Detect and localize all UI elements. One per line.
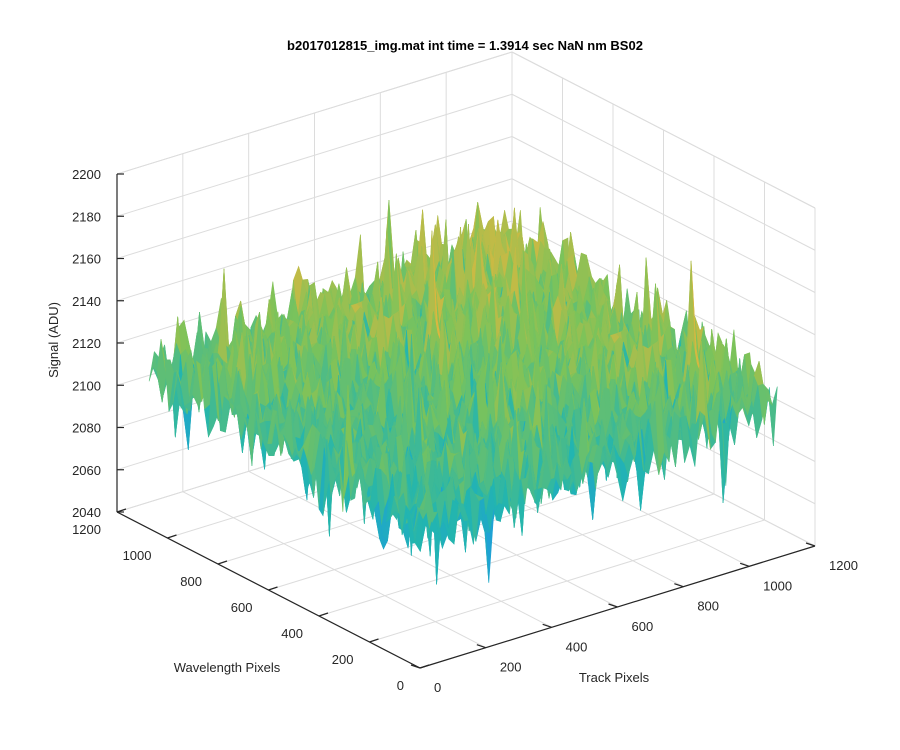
z-tick-label: 2080 (72, 421, 101, 436)
y-tick-mark (318, 612, 329, 617)
z-tick-labels: 2040 2060 2080 2100 2120 2140 2160 2180 2200 (72, 167, 101, 520)
y-tick-mark (217, 560, 228, 565)
x-tick-label: 400 (566, 639, 588, 654)
y-tick-label: 1000 (123, 548, 152, 563)
x-tick-label: 0 (434, 680, 441, 695)
x-tick-label: 800 (697, 599, 719, 614)
y-tick-label: 400 (281, 626, 303, 641)
y-tick-mark (268, 586, 278, 591)
y-tick-label: 600 (231, 600, 253, 615)
y-tick-label: 800 (180, 574, 202, 589)
gridline-y (318, 493, 715, 617)
z-tick-label: 2160 (72, 252, 101, 267)
y-tick-mark (167, 534, 177, 539)
box-edge (511, 51, 816, 209)
box-edge (116, 51, 513, 175)
z-axis-label: Signal (ADU) (46, 302, 61, 378)
y-tick-label: 1200 (72, 522, 101, 537)
x-tick-label: 1200 (829, 558, 858, 573)
x-axis-label: Track Pixels (579, 670, 650, 685)
z-tick-label: 2180 (72, 209, 101, 224)
surface-plot (148, 200, 778, 585)
z-tick-label: 2040 (72, 505, 101, 520)
x-tick-label: 200 (500, 660, 522, 675)
y-tick-label: 0 (397, 678, 404, 693)
chart-title: b2017012815_img.mat int time = 1.3914 se… (287, 38, 643, 53)
z-tick-label: 2120 (72, 336, 101, 351)
y-tick-label: 200 (332, 652, 354, 667)
z-tick-label: 2100 (72, 378, 101, 393)
gridline-y (369, 519, 765, 643)
x-tick-label: 600 (632, 619, 654, 634)
y-axis-label: Wavelength Pixels (174, 660, 281, 675)
y-tick-mark (419, 664, 430, 669)
z-tick-label: 2200 (72, 167, 101, 182)
y-tick-mark (369, 638, 379, 643)
z-tick-label: 2140 (72, 294, 101, 309)
x-tick-label: 1000 (763, 578, 792, 593)
z-tick-label: 2060 (72, 463, 101, 478)
